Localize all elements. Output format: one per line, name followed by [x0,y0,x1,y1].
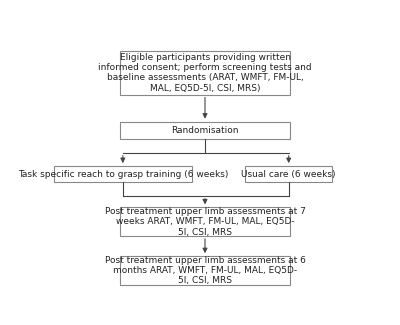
Text: Task specific reach to grasp training (6 weeks): Task specific reach to grasp training (6… [18,170,228,179]
FancyBboxPatch shape [120,256,290,285]
FancyBboxPatch shape [120,207,290,236]
FancyBboxPatch shape [120,51,290,95]
FancyBboxPatch shape [120,122,290,139]
Text: Eligible participants providing written
informed consent; perform screening test: Eligible participants providing written … [98,53,312,93]
FancyBboxPatch shape [245,166,332,182]
FancyBboxPatch shape [54,166,192,182]
Text: Post treatment upper limb assessments at 7
weeks ARAT, WMFT, FM-UL, MAL, EQ5D-
5: Post treatment upper limb assessments at… [104,207,306,237]
Text: Post treatment upper limb assessments at 6
months ARAT, WMFT, FM-UL, MAL, EQ5D-
: Post treatment upper limb assessments at… [104,255,306,285]
Text: Randomisation: Randomisation [171,126,239,135]
Text: Usual care (6 weeks): Usual care (6 weeks) [242,170,336,179]
